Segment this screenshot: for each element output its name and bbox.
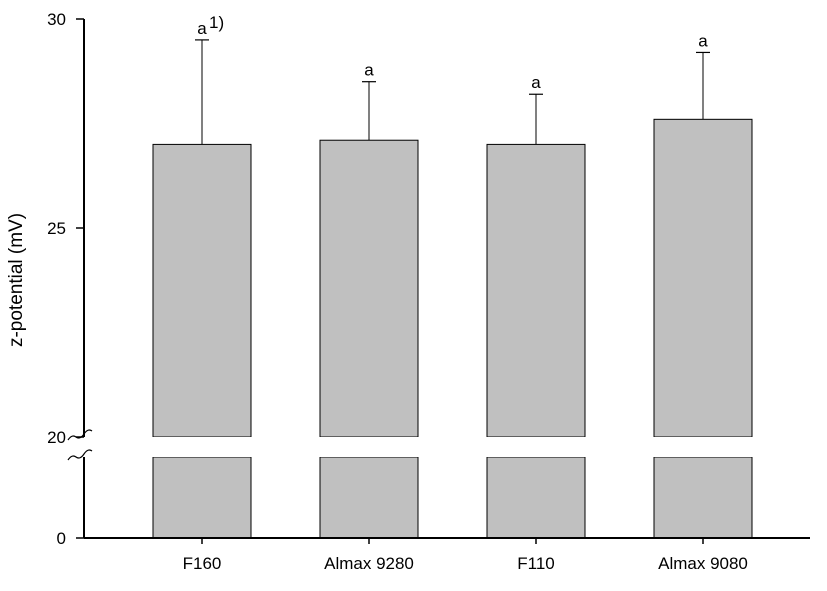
y-axis-title: z-potential (mV): [6, 213, 27, 347]
bar-f160: [152, 143, 252, 438]
bar-stub-almax-9280: [319, 456, 419, 539]
footnote-marker: 1): [209, 13, 224, 32]
bar-break-gap: [319, 437, 419, 457]
significance-label: a: [364, 61, 374, 80]
significance-label: a: [698, 31, 708, 50]
y-tick-label: 30: [47, 10, 66, 29]
bar-f110: [486, 143, 586, 438]
axis-break-gap: [78, 437, 92, 457]
y-tick-label: 20: [47, 428, 66, 447]
bar-break-gap: [486, 437, 586, 457]
significance-label: a: [531, 73, 541, 92]
bar-break-gap: [653, 437, 753, 457]
category-label-almax-9280: Almax 9280: [324, 554, 414, 573]
category-label-almax-9080: Almax 9080: [658, 554, 748, 573]
significance-label: a: [197, 19, 207, 38]
bar-break-gap: [152, 437, 252, 457]
y-tick-label: 25: [47, 219, 66, 238]
bar-stub-almax-9080: [653, 456, 753, 539]
axis-break-mark: [67, 449, 93, 461]
category-label-f160: F160: [183, 554, 222, 573]
bars-layer: [152, 39, 753, 539]
category-label-f110: F110: [517, 554, 555, 573]
axis-layer: [67, 18, 810, 544]
bar-stub-f160: [152, 456, 252, 539]
y-tick-label: 0: [57, 529, 66, 548]
bar-almax-9280: [319, 139, 419, 438]
bar-almax-9080: [653, 118, 753, 438]
bar-stub-f110: [486, 456, 586, 539]
